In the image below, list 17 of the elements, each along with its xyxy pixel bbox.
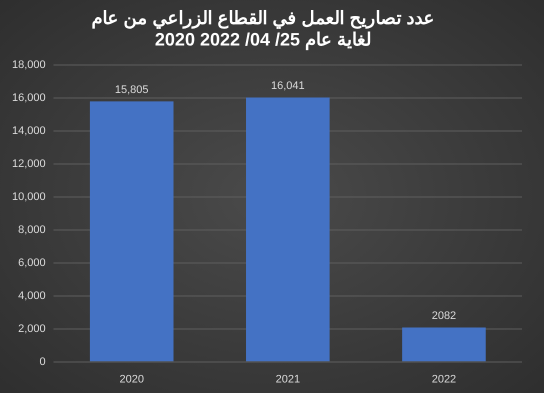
y-tick-label: 6,000: [18, 256, 46, 269]
x-tick-label: 2022: [432, 373, 456, 386]
y-tick-label: 14,000: [12, 125, 46, 138]
y-tick-label: 2,000: [18, 322, 46, 335]
y-tick-label: 8,000: [18, 224, 46, 236]
y-tick-label: 12,000: [12, 158, 46, 170]
y-tick-label: 4,000: [18, 290, 46, 302]
y-tick-label: 0: [40, 356, 46, 368]
data-label: 2082: [432, 310, 456, 322]
data-label: 15,805: [114, 84, 149, 96]
x-tick-label: 2020: [119, 373, 144, 386]
y-tick-label: 16,000: [12, 92, 46, 104]
y-tick-label: 18,000: [12, 59, 46, 72]
y-tick-label: 10,000: [12, 191, 46, 204]
chart-title: عدد تصاريح العمل في القطاع الزراعي من عام 2020 لغاية عام 25/ 04/ 2022: [91, 8, 435, 50]
x-tick-label: 2021: [276, 373, 300, 386]
data-label: 16,041: [270, 80, 305, 92]
